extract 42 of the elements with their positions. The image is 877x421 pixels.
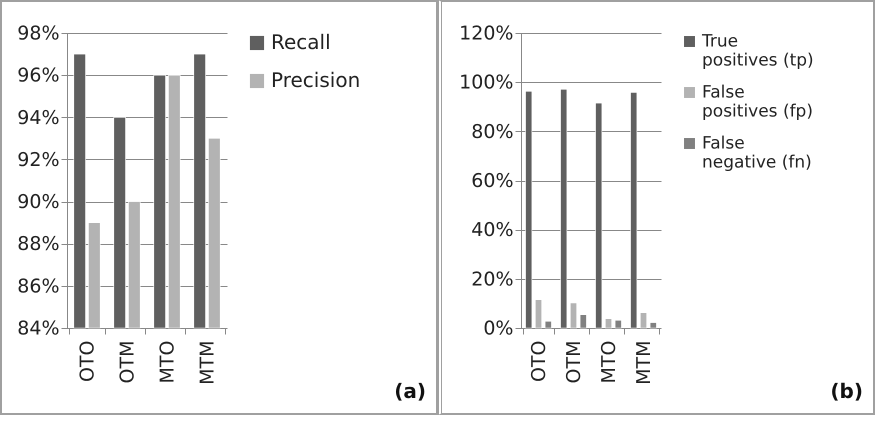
y-tick-label: 88% [17, 233, 60, 256]
bar [630, 92, 638, 328]
x-tick-label: MTM [196, 340, 218, 385]
y-tick-label: 20% [471, 268, 514, 290]
y-tick-label: 80% [471, 120, 514, 143]
y-tick-label: 94% [17, 106, 60, 129]
x-tick-label: OTO [76, 340, 98, 382]
y-tick-label: 100% [459, 72, 514, 94]
y-tick-label: 86% [17, 275, 60, 298]
bar [570, 302, 577, 328]
x-tick-label: OTM [116, 340, 138, 384]
y-tick-label: 40% [471, 219, 514, 242]
legend-label: Precision [271, 68, 360, 92]
y-tick-label: 0% [483, 318, 514, 340]
legend-label: Recall [271, 30, 331, 54]
y-tick-label: 120% [459, 22, 514, 44]
bar [640, 312, 647, 328]
bar [525, 90, 532, 328]
y-tick-label: 60% [471, 170, 514, 192]
y-tick-label: 98% [17, 22, 60, 44]
y-tick-label: 84% [17, 318, 60, 340]
bar [580, 314, 587, 328]
legend-label: False negative (fn) [702, 134, 812, 172]
text: (b) [830, 379, 863, 403]
x-tick-label: MTO [156, 340, 178, 384]
y-tick-label: 96% [17, 64, 60, 87]
x-tick-label: OTM [563, 340, 585, 384]
bar [595, 102, 602, 328]
bar [544, 321, 552, 328]
legend-label: False positives (fp) [702, 82, 813, 122]
bar [614, 320, 622, 328]
y-tick-label: 92% [17, 148, 60, 171]
text: (a) [394, 379, 426, 403]
bar [535, 299, 542, 328]
x-tick-label: MTM [633, 340, 655, 385]
x-tick-label: MTO [598, 340, 620, 384]
bar [650, 322, 657, 328]
bar [605, 318, 612, 328]
legend-label: True positives (tp) [701, 32, 814, 70]
y-tick-label: 90% [17, 191, 60, 214]
x-tick-label: OTO [528, 340, 550, 382]
bar [560, 88, 568, 328]
